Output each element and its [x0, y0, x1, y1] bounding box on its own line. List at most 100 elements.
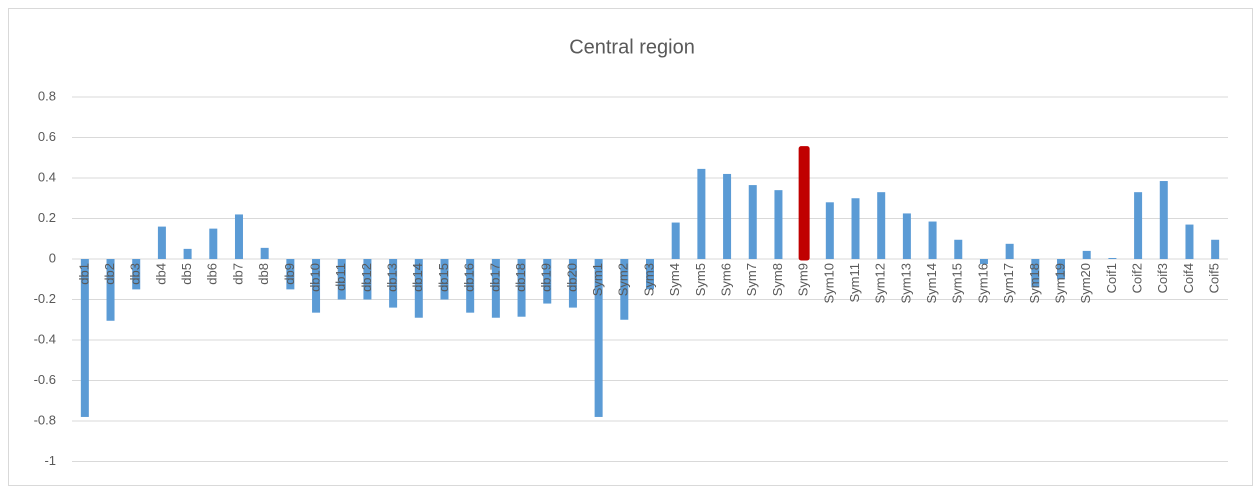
- bar: [389, 259, 398, 308]
- x-tick-label: Sym13: [898, 263, 913, 303]
- x-tick-label: Sym16: [975, 263, 990, 303]
- x-tick-label: db13: [385, 263, 400, 292]
- y-tick-label: 0: [49, 250, 56, 265]
- bar: [234, 214, 243, 259]
- bar: [568, 259, 577, 308]
- x-tick-label: Sym8: [770, 263, 785, 296]
- x-tick-label: db9: [282, 263, 297, 285]
- bar: [902, 213, 911, 259]
- x-tick-label: Coif5: [1207, 263, 1222, 293]
- x-tick-label: Sym15: [950, 263, 965, 303]
- x-tick-label: Sym5: [693, 263, 708, 296]
- y-tick-label: -0.4: [34, 331, 56, 346]
- x-tick-label: Sym9: [796, 263, 811, 296]
- x-tick-label: db7: [230, 263, 245, 285]
- bar: [1031, 259, 1040, 288]
- x-tick-label: Coif2: [1130, 263, 1145, 293]
- x-tick-label: db4: [153, 263, 168, 285]
- bar: [286, 259, 295, 290]
- x-tick-label: Sym17: [1001, 263, 1016, 303]
- bar: [183, 248, 192, 259]
- x-tick-label: Sym10: [821, 263, 836, 303]
- y-tick-label: -0.6: [34, 372, 56, 387]
- bar: [1211, 239, 1220, 259]
- x-tick-label: db11: [333, 263, 348, 291]
- chart-frame: [8, 8, 1253, 486]
- bar: [1057, 259, 1066, 280]
- bar: [723, 173, 732, 259]
- x-tick-label: db3: [128, 263, 143, 285]
- bar: [825, 202, 834, 259]
- bar: [1185, 224, 1194, 259]
- x-tick-label: Sym1: [590, 263, 605, 296]
- x-tick-label: Sym11: [847, 263, 862, 303]
- bar: [1082, 250, 1091, 259]
- bar: [157, 226, 166, 259]
- bar: [363, 259, 372, 300]
- bar: [748, 185, 757, 259]
- x-tick-label: Sym19: [1052, 263, 1067, 303]
- x-tick-label: Sym14: [924, 263, 939, 303]
- bar: [337, 259, 346, 300]
- x-tick-label: Sym2: [616, 263, 631, 296]
- y-tick-label: 0.8: [38, 88, 56, 103]
- x-tick-label: Coif3: [1155, 263, 1170, 293]
- x-tick-label: db17: [487, 263, 502, 292]
- bar: [798, 146, 810, 261]
- y-tick-label: 0.2: [38, 210, 56, 225]
- bar: [954, 239, 963, 259]
- bar: [646, 259, 654, 290]
- bar: [1159, 181, 1168, 259]
- x-tick-label: Sym6: [719, 263, 734, 296]
- bar: [312, 259, 321, 313]
- x-tick-label: db6: [205, 263, 220, 285]
- bar: [1005, 243, 1014, 259]
- bar: [80, 259, 89, 417]
- bar: [1108, 257, 1117, 259]
- bar: [440, 259, 449, 300]
- bar: [260, 247, 269, 259]
- x-tick-label: Sym20: [1078, 263, 1093, 303]
- x-tick-label: db14: [410, 263, 425, 292]
- x-tick-label: Coif4: [1181, 263, 1196, 293]
- y-tick-label: -0.2: [34, 291, 56, 306]
- y-tick-label: 0.4: [38, 169, 56, 184]
- bar: [697, 168, 706, 259]
- x-tick-label: db18: [513, 263, 528, 292]
- x-tick-label: db16: [462, 263, 477, 292]
- x-tick-label: Sym12: [873, 263, 888, 303]
- x-tick-label: db8: [256, 263, 271, 285]
- bar: [517, 259, 526, 317]
- x-tick-label: db5: [179, 263, 194, 285]
- bar: [466, 259, 475, 313]
- x-tick-label: Sym18: [1027, 263, 1042, 303]
- bar: [594, 259, 603, 417]
- x-tick-label: Sym3: [641, 263, 656, 296]
- chart-title: Central region: [569, 36, 695, 58]
- bar: [491, 259, 500, 318]
- x-tick-label: Sym4: [667, 263, 682, 296]
- x-tick-label: db1: [76, 263, 91, 285]
- x-tick-label: Coif1: [1104, 263, 1119, 293]
- x-tick-label: db2: [102, 263, 117, 285]
- bar: [774, 190, 783, 259]
- bar: [543, 259, 552, 304]
- bar: [877, 192, 886, 259]
- x-tick-label: Sym7: [744, 263, 759, 296]
- bar: [620, 259, 629, 320]
- bar: [106, 259, 115, 321]
- y-tick-label: -1: [44, 453, 56, 468]
- x-tick-label: db15: [436, 263, 451, 292]
- bar: [928, 221, 937, 259]
- x-tick-label: db12: [359, 263, 374, 292]
- x-tick-label: db20: [564, 263, 579, 292]
- y-tick-label: 0.6: [38, 129, 56, 144]
- x-tick-label: db10: [307, 263, 322, 292]
- bar: [132, 259, 141, 290]
- bar: [851, 198, 860, 259]
- bar: [1134, 192, 1143, 259]
- bar: [209, 228, 218, 259]
- bar: [979, 259, 988, 265]
- x-tick-label: db19: [539, 263, 554, 292]
